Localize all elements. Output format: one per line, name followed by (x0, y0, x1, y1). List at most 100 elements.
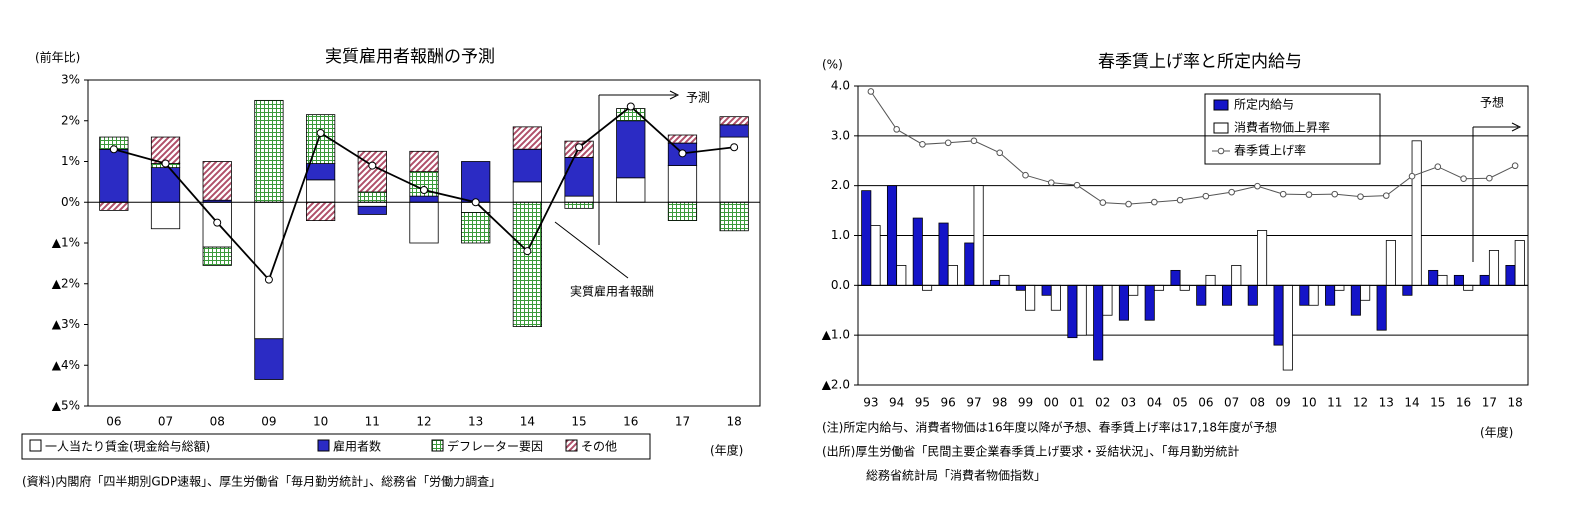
x-tick-label: 95 (915, 396, 930, 410)
x-tick-label: 09 (261, 415, 276, 429)
bar (1179, 284, 1190, 291)
x-tick-label: 94 (889, 396, 904, 410)
bar (1282, 284, 1293, 371)
legend-frame (1204, 93, 1381, 165)
bar (512, 201, 543, 327)
bar (870, 225, 881, 286)
y-tick-label: ▲4% (52, 358, 80, 372)
line-point (368, 161, 377, 170)
bar (99, 201, 129, 211)
note: (注)所定内給与、消費者物価は16年度以降が予想、春季賃上げ率は17,18年度が… (822, 420, 1277, 435)
line-point (1099, 199, 1107, 206)
bar (667, 134, 698, 144)
bar (461, 161, 491, 203)
x-tick-label: 96 (941, 396, 956, 410)
x-tick-label: 07 (158, 415, 173, 429)
bar (1437, 274, 1448, 286)
bar (150, 167, 181, 203)
x-tick-label: 14 (1404, 396, 1419, 410)
bar (564, 201, 594, 209)
bar (254, 338, 284, 380)
bar (1463, 284, 1474, 291)
x-tick-label: 11 (1327, 396, 1342, 410)
bar (1231, 264, 1242, 286)
line-point (1151, 198, 1158, 206)
chart-title: 春季賃上げ率と所定内給与 (1098, 52, 1302, 72)
x-tick-label: 09 (1276, 396, 1291, 410)
bar (667, 165, 698, 203)
bar (719, 124, 749, 138)
x-tick-label: 13 (468, 415, 483, 429)
y-tick-label: ▲2% (52, 276, 80, 290)
line-point (626, 102, 635, 111)
line (870, 91, 1516, 205)
legend-label: 雇用者数 (333, 439, 381, 454)
legend-label: 一人当たり賃金(現金給与総額) (45, 439, 210, 454)
x-tick-label: 11 (365, 415, 380, 429)
note: (資料)内閣府「四半期別GDP速報」、厚生労働省「毎月勤労統計」、総務省「労働力… (22, 474, 501, 489)
bar (1428, 269, 1439, 286)
legend-swatch (29, 439, 42, 452)
x-tick-label: 00 (1044, 396, 1059, 410)
line-point (1047, 179, 1055, 186)
bar (922, 284, 933, 291)
y-tick-label: ▲3% (52, 317, 80, 331)
x-axis-label: (年度) (710, 443, 743, 458)
x-tick-label: 06 (106, 415, 121, 429)
bar (1205, 274, 1216, 286)
line-point (1460, 175, 1467, 182)
x-tick-label: 05 (1172, 396, 1187, 410)
line-point (678, 149, 687, 158)
bar (1093, 284, 1104, 361)
x-tick-label: 12 (416, 415, 431, 429)
y-tick-label: 1.0 (831, 228, 850, 242)
y-tick-label: ▲1.0 (822, 328, 850, 342)
bar (357, 191, 387, 203)
bar (616, 177, 646, 203)
bar (999, 274, 1010, 286)
x-tick-label: 17 (1482, 396, 1497, 410)
line-point (161, 159, 170, 168)
legend-label: 春季賃上げ率 (1234, 143, 1306, 158)
bar (1488, 250, 1500, 286)
bar (305, 179, 336, 203)
line-point (944, 139, 952, 147)
bar (861, 190, 872, 286)
line-point (919, 141, 926, 148)
note: (出所)厚生労働省「民間主要企業春季賃上げ要求・妥結状況」、「毎月勤労統計 (822, 444, 1239, 459)
annotation: 予測 (686, 91, 710, 105)
bar (1308, 284, 1319, 306)
x-tick-label: 07 (1224, 396, 1239, 410)
bar (254, 99, 284, 203)
bar (1153, 284, 1165, 291)
y-tick-label: 2% (61, 113, 80, 127)
bar (1273, 284, 1284, 346)
annotation: 予想 (1480, 95, 1504, 110)
bar (912, 217, 923, 286)
chart-title: 実質雇用者報酬の予測 (325, 47, 495, 67)
x-tick-label: 18 (1507, 396, 1522, 410)
bar (564, 157, 594, 197)
line-point (996, 149, 1004, 157)
bar (1025, 284, 1036, 311)
y-tick-label: 3.0 (831, 128, 850, 142)
bar (305, 163, 336, 181)
line-point (213, 218, 222, 227)
bar (1128, 284, 1139, 296)
line-point (1022, 171, 1029, 179)
x-tick-label: 06 (1198, 396, 1213, 410)
x-tick-label: 97 (966, 396, 981, 410)
x-tick-label: 93 (863, 396, 878, 410)
line-point (730, 143, 739, 152)
bar (1402, 284, 1413, 296)
legend-swatch (565, 439, 578, 452)
legend-frame (21, 433, 651, 460)
bar (1118, 284, 1129, 321)
legend-swatch (1213, 99, 1229, 111)
bar (305, 201, 336, 221)
bar (1221, 284, 1233, 306)
bar (1376, 284, 1387, 331)
bar (719, 201, 749, 232)
line-point (1202, 192, 1210, 200)
bar (1453, 274, 1464, 286)
